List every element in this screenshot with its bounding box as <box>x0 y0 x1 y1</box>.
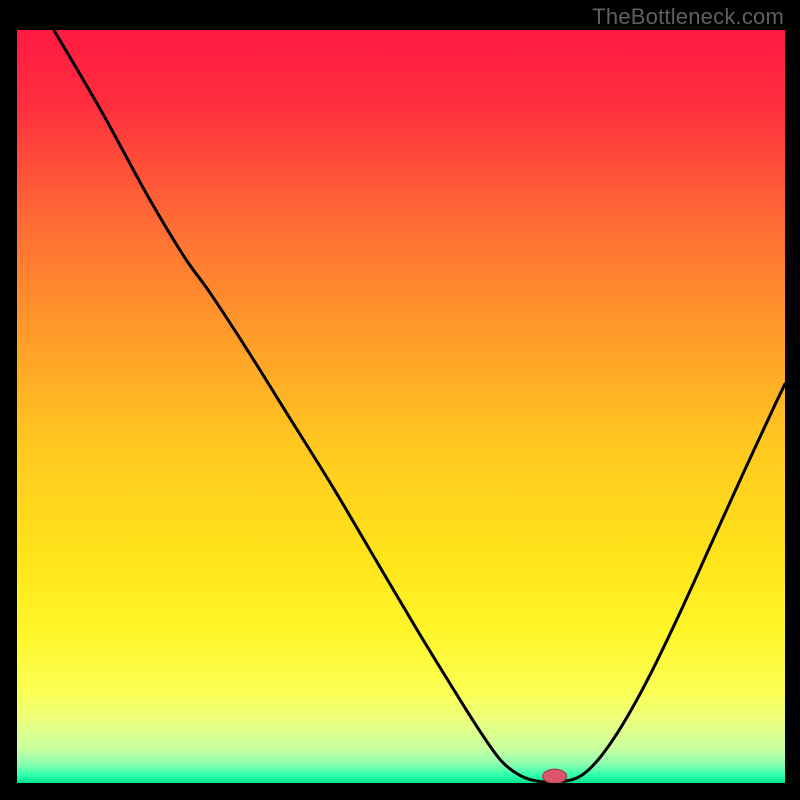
plot-area <box>17 30 785 783</box>
plot-background <box>17 30 785 783</box>
chart-stage: TheBottleneck.com <box>0 0 800 800</box>
optimum-marker <box>543 769 567 783</box>
plot-svg <box>17 30 785 783</box>
watermark-label: TheBottleneck.com <box>592 4 784 30</box>
